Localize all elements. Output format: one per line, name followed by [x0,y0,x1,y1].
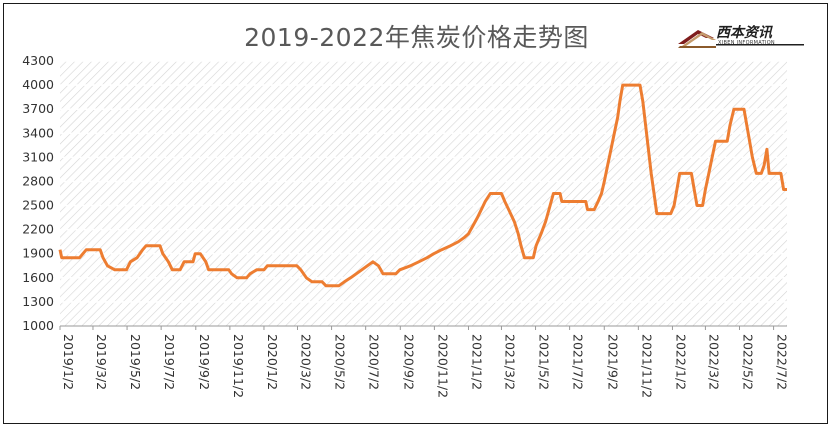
x-tick-label: 2022/1/2 [673,334,688,390]
x-tick-label: 2020/5/2 [333,334,348,390]
x-tick-label: 2019/11/2 [231,334,246,398]
y-tick-label: 4000 [22,77,54,92]
series-line-coke-price [58,83,787,288]
y-tick-label: 3100 [22,149,54,164]
logo-mark-icon [678,30,804,48]
y-tick-label: 2500 [22,198,54,213]
logo-text: 西本资讯 [716,25,772,41]
y-tick-label: 1600 [22,270,54,285]
x-tick-label: 2019/9/2 [197,334,212,390]
x-tick-label: 2020/7/2 [367,334,382,390]
x-tick-label: 2021/9/2 [605,334,620,390]
x-tick-label: 2019/1/2 [61,334,76,390]
x-tick-label: 2021/3/2 [502,334,517,390]
logo-subtext: XIBEN INFORMATION [718,40,775,46]
y-tick-label: 1000 [22,318,54,333]
x-tick-label: 2020/1/2 [265,334,280,390]
x-tick-label: 2020/11/2 [435,334,450,398]
plot-area-background [60,61,787,326]
x-tick-label: 2022/3/2 [706,334,721,390]
x-tick-label: 2021/5/2 [537,334,552,390]
x-tick-label: 2021/1/2 [469,334,484,390]
chart-title: 2019-2022年焦炭价格走势图 [244,23,589,52]
x-tick-label: 2022/7/2 [775,334,790,390]
x-tick-label: 2020/3/2 [298,334,313,390]
x-tick-label: 2021/7/2 [571,334,586,390]
y-tick-label: 3700 [22,101,54,116]
x-tick-label: 2019/7/2 [162,334,177,390]
y-tick-label: 2800 [22,173,54,188]
y-tick-label: 3400 [22,125,54,140]
y-tick-label: 2200 [22,222,54,237]
x-tick-label: 2019/3/2 [94,334,109,390]
x-tick-label: 2019/5/2 [128,334,143,390]
x-tick-label: 2022/5/2 [741,334,756,390]
x-tick-label: 2020/9/2 [401,334,416,390]
y-tick-label: 4300 [22,53,54,68]
y-tick-label: 1900 [22,246,54,261]
y-tick-label: 1300 [22,294,54,309]
x-tick-label: 2021/11/2 [639,334,654,398]
